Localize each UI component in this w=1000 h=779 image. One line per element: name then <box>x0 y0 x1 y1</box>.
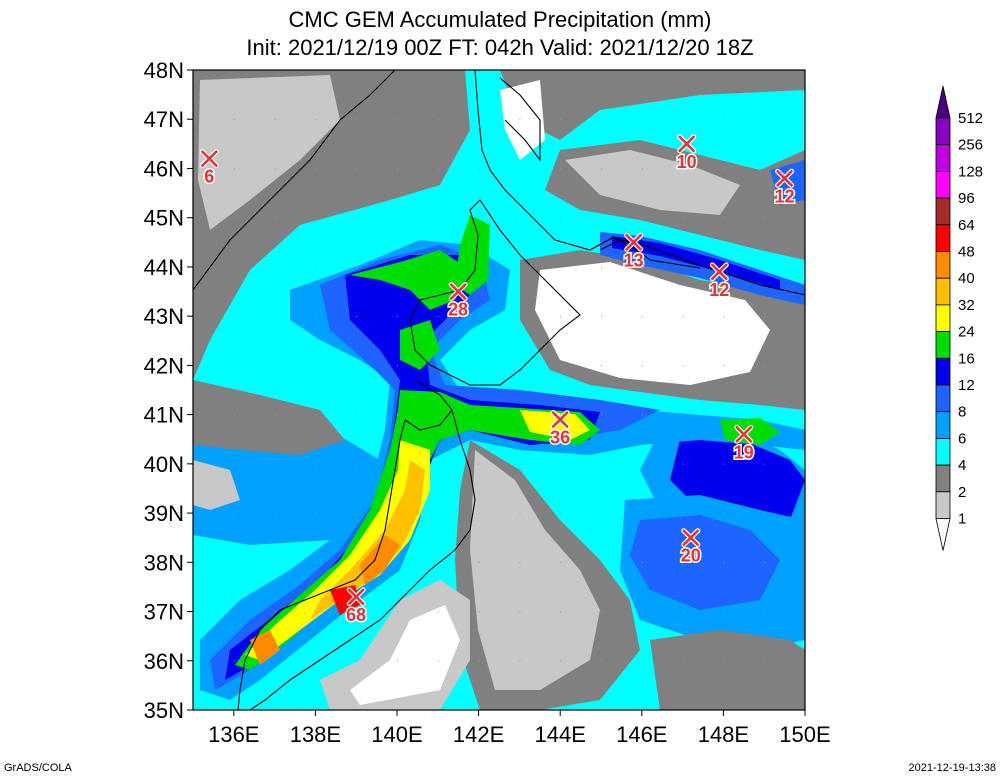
marker-cross <box>711 263 728 281</box>
legend-swatch <box>935 304 951 332</box>
legend-swatch <box>935 331 951 359</box>
marker-cross <box>201 150 218 167</box>
legend-label: 96 <box>958 190 975 207</box>
lon-label: 140E <box>371 722 422 747</box>
precip-marker: 12 <box>708 262 731 301</box>
legend-label: 16 <box>958 350 975 367</box>
legend-label: 2 <box>958 484 966 501</box>
legend-label: 64 <box>958 217 975 234</box>
marker-value: 10 <box>677 152 697 172</box>
lat-label: 43N <box>144 304 184 329</box>
legend-label: 24 <box>958 324 975 341</box>
legend-label: 1 <box>958 511 966 528</box>
lon-label: 150E <box>779 722 830 747</box>
legend-label: 512 <box>958 110 983 127</box>
lon-label: 138E <box>290 722 341 747</box>
legend-swatch <box>935 357 951 386</box>
latitude-axis: 48N 47N 46N 45N 44N 43N 42N 41N 40N 39N 38N 37N 36N 3… <box>144 58 193 723</box>
footer-credit: GrADS/COLA <box>4 762 72 774</box>
legend-label: 256 <box>958 137 983 154</box>
precip-marker: 6 <box>199 149 219 188</box>
lat-label: 38N <box>144 550 184 575</box>
legend-label: 48 <box>958 244 975 261</box>
marker-cross <box>551 411 569 428</box>
marker-value: 6 <box>204 167 214 187</box>
marker-cross <box>449 283 467 300</box>
precip-marker: 12 <box>773 168 796 208</box>
lat-label: 41N <box>144 403 184 428</box>
precip-marker: 13 <box>622 232 645 272</box>
lat-label: 47N <box>144 107 184 132</box>
marker-value: 19 <box>734 442 754 462</box>
map-title: CMC GEM Accumulated Precipitation (mm) <box>288 7 712 32</box>
legend-label: 8 <box>958 404 966 421</box>
lon-label: 142E <box>453 722 504 747</box>
precip-marker: 20 <box>679 528 702 567</box>
lat-label: 36N <box>144 649 184 674</box>
marker-cross <box>347 588 365 606</box>
legend-swatch <box>935 197 951 226</box>
legend-swatch <box>935 224 951 252</box>
footer-timestamp: 2021-12-19-13:38 <box>908 762 996 774</box>
legend-swatch <box>935 437 951 466</box>
legend-swatch <box>935 411 951 439</box>
lat-label: 46N <box>144 156 184 181</box>
marker-cross <box>625 234 642 251</box>
lon-label: 136E <box>208 722 259 747</box>
marker-cross <box>682 529 700 546</box>
lat-label: 48N <box>144 58 184 83</box>
lat-label: 39N <box>144 501 184 526</box>
map-frame <box>192 69 806 711</box>
legend-swatch <box>935 384 951 413</box>
marker-value: 13 <box>624 250 644 270</box>
lon-label: 146E <box>616 722 667 747</box>
lat-label: 44N <box>144 255 184 280</box>
precip-markers: 6 10 12 13 12 28 36 19 20 68 <box>199 134 796 626</box>
legend-label: 6 <box>958 430 966 447</box>
marker-value: 12 <box>709 280 729 300</box>
precip-marker: 19 <box>732 424 755 464</box>
lon-label: 144E <box>535 722 586 747</box>
marker-value: 12 <box>775 186 795 206</box>
precip-marker: 10 <box>675 134 698 173</box>
legend-swatch <box>935 144 951 172</box>
longitude-axis: 136E 138E 140E 142E 144E 146E 148E 150E <box>208 710 831 747</box>
marker-cross <box>735 426 753 443</box>
lat-label: 45N <box>144 206 184 231</box>
legend-swatch <box>935 170 951 199</box>
marker-value: 20 <box>681 546 701 566</box>
precip-marker: 36 <box>549 410 572 449</box>
legend-label: 12 <box>958 377 975 394</box>
legend-swatch <box>935 251 951 279</box>
legend-swatch <box>935 117 951 146</box>
marker-cross <box>678 135 695 153</box>
lat-lon-grid <box>193 70 805 710</box>
legend-label: 128 <box>958 163 983 180</box>
marker-cross <box>776 170 793 187</box>
map-subtitle: Init: 2021/12/19 00Z FT: 042h Valid: 202… <box>246 35 754 60</box>
marker-value: 68 <box>346 605 366 625</box>
lat-label: 42N <box>144 353 184 378</box>
lat-label: 35N <box>144 698 184 723</box>
lat-label: 37N <box>144 600 184 625</box>
legend-label: 32 <box>958 297 975 314</box>
legend-swatch <box>935 464 951 493</box>
legend-label: 4 <box>958 457 966 474</box>
coastlines <box>193 70 805 710</box>
marker-value: 28 <box>448 300 468 320</box>
legend-top-arrow <box>935 85 951 119</box>
legend-swatch <box>935 491 951 519</box>
precip-marker: 68 <box>345 587 368 626</box>
lat-label: 40N <box>144 452 184 477</box>
precip-marker: 28 <box>447 282 470 321</box>
legend-label: 40 <box>958 270 975 287</box>
marker-value: 36 <box>550 428 570 448</box>
legend-bottom-arrow <box>935 518 951 551</box>
legend-swatch <box>935 277 951 306</box>
lon-label: 148E <box>698 722 749 747</box>
